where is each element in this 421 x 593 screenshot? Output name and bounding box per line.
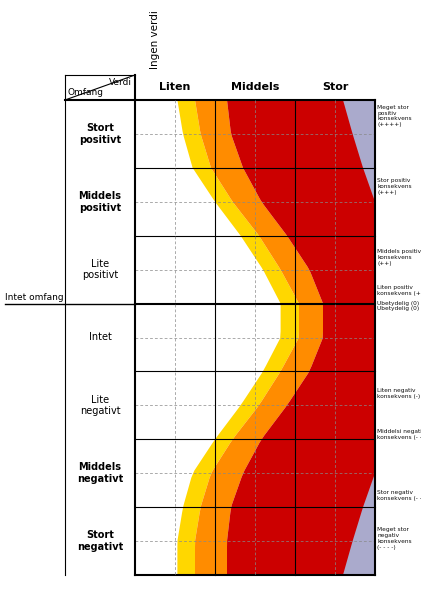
Text: Liten positiv
konsekvens (+): Liten positiv konsekvens (+) xyxy=(377,285,421,296)
Text: Meget stor
positiv
konsekvens
(++++): Meget stor positiv konsekvens (++++) xyxy=(377,105,412,127)
Polygon shape xyxy=(177,100,299,304)
Text: Middelsi negativ
konsekvens (- -): Middelsi negativ konsekvens (- -) xyxy=(377,429,421,440)
Text: Lite
positivt: Lite positivt xyxy=(82,259,118,280)
Text: Stor positiv
konsekvens
(+++): Stor positiv konsekvens (+++) xyxy=(377,178,412,195)
Polygon shape xyxy=(343,100,375,202)
Polygon shape xyxy=(343,473,375,575)
Text: Verdi: Verdi xyxy=(109,78,132,87)
Text: Intet: Intet xyxy=(88,333,112,343)
Text: Middels positiv
konsekvens
(++): Middels positiv konsekvens (++) xyxy=(377,249,421,266)
Polygon shape xyxy=(227,304,375,575)
Text: Meget stor
negativ
konsekvens
(- - - -): Meget stor negativ konsekvens (- - - -) xyxy=(377,528,412,550)
Text: Stor negativ
konsekvens (- - -): Stor negativ konsekvens (- - -) xyxy=(377,490,421,501)
Polygon shape xyxy=(195,100,323,304)
Polygon shape xyxy=(195,304,323,575)
Text: Lite
negativt: Lite negativt xyxy=(80,394,120,416)
Text: Omfang: Omfang xyxy=(68,88,104,97)
Text: Ubetydelig (0): Ubetydelig (0) xyxy=(377,301,419,306)
Text: Ingen verdi: Ingen verdi xyxy=(150,10,160,69)
Text: Liten: Liten xyxy=(159,82,191,93)
Polygon shape xyxy=(227,100,375,304)
Text: Middels: Middels xyxy=(231,82,279,93)
Text: Stort
positivt: Stort positivt xyxy=(79,123,121,145)
Text: Stort
negativt: Stort negativt xyxy=(77,530,123,552)
Text: Middels
negativt: Middels negativt xyxy=(77,463,123,484)
Text: Middels
positivt: Middels positivt xyxy=(78,191,122,212)
Text: Stor: Stor xyxy=(322,82,348,93)
Polygon shape xyxy=(177,304,299,575)
Text: Ubetydelig (0): Ubetydelig (0) xyxy=(377,307,419,311)
Text: Liten negativ
konsekvens (-): Liten negativ konsekvens (-) xyxy=(377,388,420,399)
Text: Intet omfang: Intet omfang xyxy=(5,292,64,302)
